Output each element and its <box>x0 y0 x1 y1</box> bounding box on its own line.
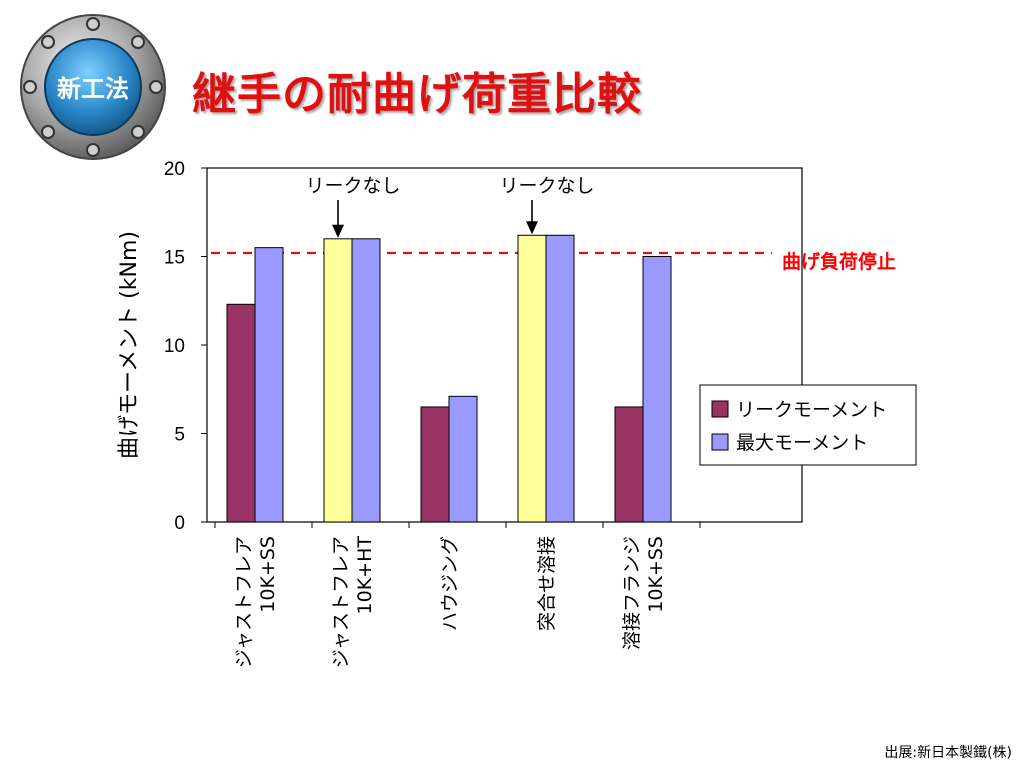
badge-label: 新工法 <box>57 75 129 103</box>
bar-leak <box>614 406 644 523</box>
x-category-label: ジャストフレア <box>330 536 352 668</box>
annotation-label: リークなし <box>305 175 400 197</box>
bar-leak <box>420 406 450 523</box>
x-category-label: 突合せ溶接 <box>536 536 558 631</box>
y-tick-label: 15 <box>164 248 185 269</box>
legend-label: リークモーメント <box>736 399 887 421</box>
y-axis-label: 曲げモーメント (kNm) <box>117 231 142 459</box>
x-category-label: 溶接フランジ <box>621 536 643 650</box>
annotation-label: リークなし <box>499 175 594 197</box>
y-tick-label: 20 <box>164 159 185 180</box>
annotation-arrowhead <box>332 224 344 238</box>
legend-swatch <box>711 433 729 451</box>
reference-line-label: 曲げ負荷停止 <box>782 250 896 273</box>
x-category-label: 10K+HT <box>354 536 376 615</box>
new-method-badge: 新工法 <box>20 14 166 160</box>
bar-max <box>351 238 381 523</box>
y-tick-label: 10 <box>164 336 185 357</box>
badge-center <box>44 38 142 136</box>
y-tick-label: 5 <box>174 425 185 446</box>
bar-max <box>642 256 672 523</box>
page-title: 継手の耐曲げ荷重比較 <box>192 69 642 120</box>
legend-swatch <box>711 400 729 418</box>
bar-leak <box>226 303 256 523</box>
bar-leak <box>323 238 353 523</box>
badge-bolts <box>23 17 163 157</box>
legend-label: 最大モーメント <box>736 432 868 454</box>
bar-max <box>545 234 575 523</box>
bar-max <box>448 395 478 523</box>
bar-leak <box>517 234 547 523</box>
plot-area <box>206 167 803 523</box>
annotation-arrowhead <box>526 221 538 235</box>
x-category-label: ジャストフレア <box>233 536 255 668</box>
x-category-label: 10K+SS <box>257 536 279 613</box>
bar-max <box>254 247 284 523</box>
x-category-label: 10K+SS <box>645 536 667 613</box>
legend-box <box>699 384 917 466</box>
source-credit: 出展:新日本製鐵(株) <box>884 745 1012 761</box>
x-category-label: ハウジング <box>439 536 461 631</box>
y-tick-label: 0 <box>174 513 185 534</box>
